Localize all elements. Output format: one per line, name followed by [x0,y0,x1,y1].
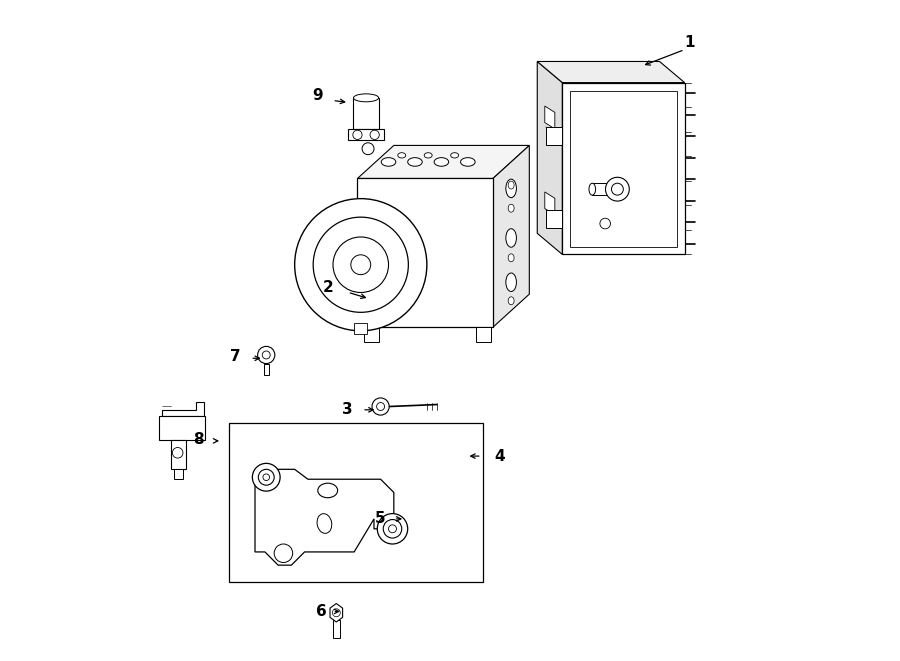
Polygon shape [476,327,491,342]
Circle shape [333,237,389,292]
Polygon shape [571,91,677,247]
Ellipse shape [508,204,514,212]
Ellipse shape [317,514,332,533]
Ellipse shape [508,181,514,189]
Polygon shape [330,603,343,622]
Circle shape [611,183,624,195]
Polygon shape [357,145,529,178]
Ellipse shape [434,158,449,166]
Polygon shape [163,402,204,416]
Polygon shape [255,469,394,565]
Circle shape [332,609,340,617]
Circle shape [258,469,274,485]
Polygon shape [562,83,685,254]
Polygon shape [537,61,685,83]
Circle shape [263,474,269,481]
Ellipse shape [508,297,514,305]
Circle shape [262,351,270,359]
Text: 5: 5 [375,512,386,526]
Circle shape [606,177,629,201]
Polygon shape [355,323,367,334]
Circle shape [362,143,374,155]
Polygon shape [174,469,183,479]
Text: 6: 6 [316,604,327,619]
Circle shape [370,130,379,139]
Polygon shape [171,440,185,469]
Ellipse shape [506,179,517,198]
Ellipse shape [451,153,459,158]
Polygon shape [159,416,205,440]
Ellipse shape [461,158,475,166]
Text: 4: 4 [494,449,505,463]
Text: 8: 8 [194,432,204,447]
Polygon shape [357,178,493,327]
Ellipse shape [506,229,517,247]
Circle shape [173,447,183,458]
Ellipse shape [424,153,432,158]
Bar [333,620,339,638]
Bar [264,364,269,375]
Circle shape [353,130,362,139]
Circle shape [377,514,408,544]
Ellipse shape [408,158,422,166]
Polygon shape [544,192,554,215]
Text: 3: 3 [342,403,353,417]
Polygon shape [545,127,562,145]
Polygon shape [364,327,379,342]
Ellipse shape [398,153,406,158]
Text: 7: 7 [230,350,240,364]
Circle shape [376,403,384,410]
Polygon shape [544,106,554,129]
Circle shape [257,346,274,364]
Circle shape [294,198,427,331]
Ellipse shape [382,158,396,166]
Polygon shape [537,61,562,254]
Polygon shape [592,183,617,195]
Ellipse shape [354,94,379,102]
Ellipse shape [589,183,596,195]
Ellipse shape [318,483,338,498]
Circle shape [372,398,389,415]
Circle shape [600,218,610,229]
Circle shape [351,254,371,275]
Text: 9: 9 [312,89,323,103]
Polygon shape [354,98,379,129]
Ellipse shape [506,273,517,292]
Circle shape [383,520,401,538]
Circle shape [274,544,292,563]
Bar [229,423,483,582]
Text: 2: 2 [322,280,333,295]
Polygon shape [348,129,384,140]
Circle shape [313,217,409,312]
Ellipse shape [508,254,514,262]
Polygon shape [545,210,562,228]
Text: 1: 1 [684,36,695,50]
Circle shape [252,463,280,491]
Circle shape [389,525,397,533]
Polygon shape [493,145,529,327]
